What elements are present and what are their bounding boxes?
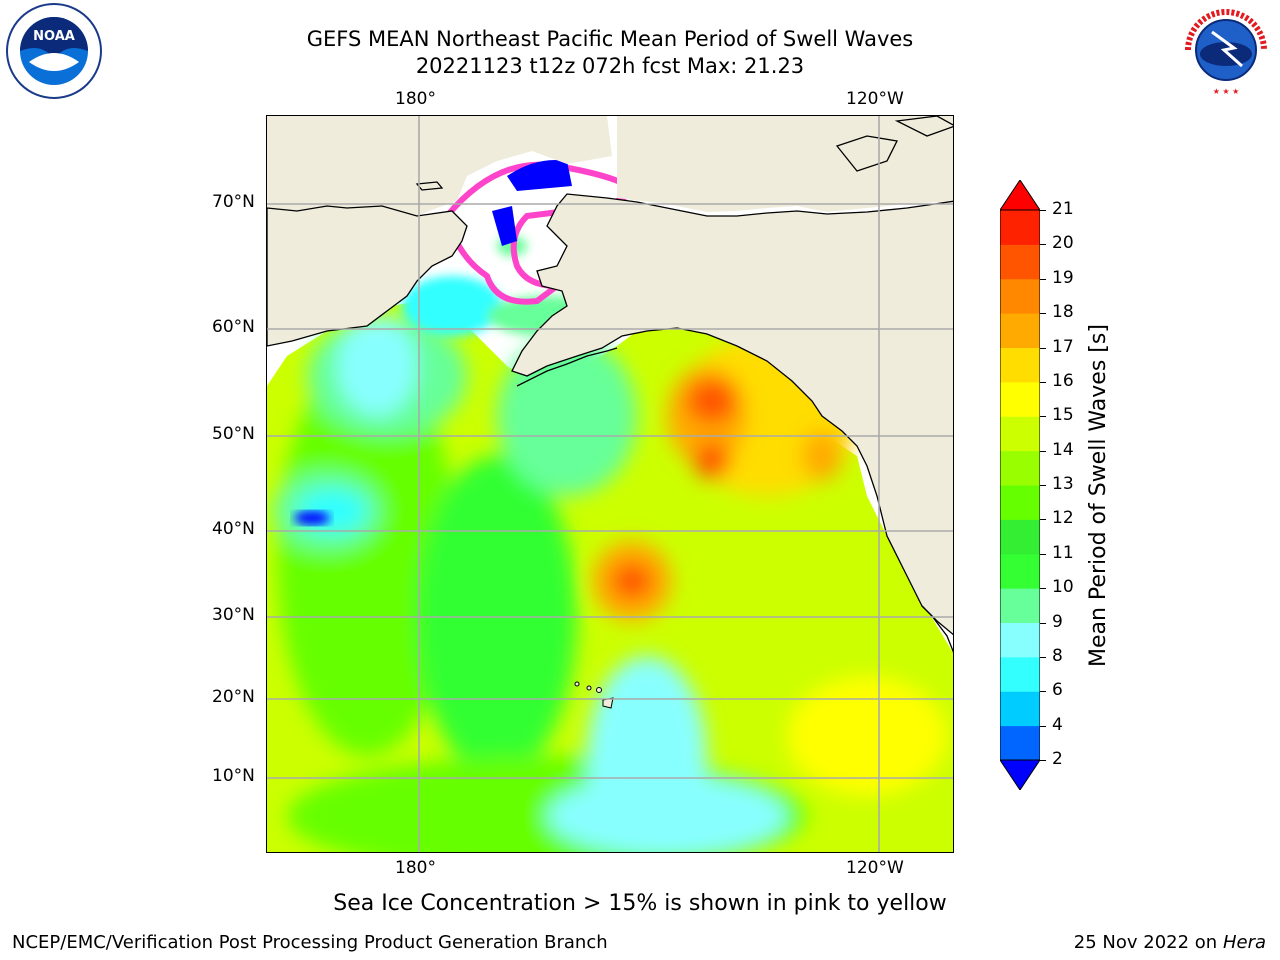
colorbar-tick-label: 8: [1052, 645, 1063, 666]
colorbar-tick-label: 13: [1052, 474, 1074, 494]
colorbar-band: [1000, 691, 1040, 727]
colorbar-band: [1000, 656, 1040, 692]
colorbar-tick-mark: [1040, 381, 1046, 383]
colorbar-tick-label: 20: [1052, 233, 1074, 254]
colorbar-tick-label: 19: [1052, 267, 1074, 288]
colorbar-tick-mark: [1040, 210, 1046, 211]
lat-label-40n: 40°N: [212, 519, 255, 539]
colorbar-band: [1000, 553, 1040, 589]
colorbar-tick-mark: [1040, 278, 1046, 280]
svg-text:NOAA: NOAA: [33, 29, 75, 44]
colorbar-tick-label: 11: [1052, 542, 1074, 563]
colorbar-tick-mark: [1040, 244, 1046, 246]
colorbar-ticks: 2 4 6 8 9 10 11 12 13 14 15 16 17 18 19 20 21: [1040, 180, 1112, 790]
colorbar-band: [1000, 347, 1040, 383]
footer-credit: NCEP/EMC/Verification Post Processing Pr…: [12, 932, 608, 953]
sea-ice-caption: Sea Ice Concentration > 15% is shown in …: [333, 891, 947, 916]
colorbar-tick-mark: [1040, 588, 1046, 590]
graticule: [267, 116, 953, 852]
lat-label-50n: 50°N: [212, 424, 255, 444]
noaa-logo: NOAA: [5, 2, 103, 100]
colorbar-tick-label: 16: [1052, 370, 1074, 391]
colorbar-tick-mark: [1040, 691, 1046, 693]
colorbar-tick-label: 4: [1052, 714, 1063, 735]
colorbar-tick-label: 18: [1052, 302, 1074, 323]
lat-label-70n: 70°N: [212, 192, 255, 212]
colorbar-band: [1000, 381, 1040, 417]
map-subtitle: 20221123 t12z 072h fcst Max: 21.23: [415, 54, 805, 78]
footer-date-text: 25 Nov 2022 on: [1073, 932, 1218, 953]
lat-label-10n: 10°N: [212, 766, 255, 786]
colorbar-tick-label: 12: [1052, 508, 1074, 529]
colorbar-band: [1000, 313, 1040, 348]
colorbar-tick-label: 15: [1052, 405, 1074, 426]
land-areas: [267, 116, 953, 653]
colorbar-tick-label: 10: [1052, 577, 1074, 598]
colorbar-tick-mark: [1040, 760, 1046, 761]
footer-date: 25 Nov 2022 on Hera: [1074, 932, 1266, 953]
map-title: GEFS MEAN Northeast Pacific Mean Period …: [306, 27, 914, 51]
colorbar-tick-mark: [1040, 622, 1046, 624]
lon-label-180-top: 180°: [395, 89, 436, 109]
colorbar-tick-label: 17: [1052, 336, 1074, 357]
colorbar-band: [1000, 485, 1040, 520]
colorbar-tick-mark: [1040, 313, 1046, 315]
colorbar-tick-mark: [1040, 519, 1046, 521]
colorbar-band: [1000, 210, 1040, 245]
colorbar-band: [1000, 622, 1040, 658]
colorbar-max-extend: [999, 179, 1041, 211]
swell-period-field: [267, 116, 953, 852]
colorbar-band: [1000, 450, 1040, 486]
colorbar-band: [1000, 725, 1040, 761]
colorbar-label: Mean Period of Swell Waves [s]: [1086, 324, 1111, 667]
colorbar-tick-mark: [1040, 725, 1046, 727]
colorbar-tick-label: 2: [1052, 749, 1063, 769]
colorbar-min-extend: [999, 759, 1041, 791]
colorbar-band: [1000, 244, 1040, 280]
colorbar-tick-mark: [1040, 553, 1046, 555]
colorbar: [999, 179, 1041, 791]
colorbar-band: [1000, 519, 1040, 555]
colorbar-tick-label: 14: [1052, 439, 1074, 460]
colorbar-tick-mark: [1040, 416, 1046, 418]
lon-label-120w-top: 120°W: [846, 89, 904, 109]
colorbar-tick-mark: [1040, 347, 1046, 349]
footer-host: Hera: [1222, 932, 1266, 953]
map-panel: [266, 115, 954, 853]
svg-text:★ ★ ★: ★ ★ ★: [1213, 87, 1240, 96]
lon-label-180-bottom: 180°: [395, 858, 436, 878]
colorbar-tick-mark: [1040, 656, 1046, 658]
nws-logo: ★ ★ ★: [1176, 2, 1276, 98]
lon-label-120w-bottom: 120°W: [846, 858, 904, 878]
colorbar-band: [1000, 278, 1040, 314]
colorbar-tick-label: 21: [1052, 199, 1074, 219]
colorbar-tick-label: 9: [1052, 611, 1063, 632]
lat-label-20n: 20°N: [212, 687, 255, 707]
colorbar-band: [1000, 588, 1040, 623]
lat-label-60n: 60°N: [212, 317, 255, 337]
lat-label-30n: 30°N: [212, 605, 255, 625]
colorbar-tick-mark: [1040, 485, 1046, 486]
colorbar-tick-mark: [1040, 450, 1046, 452]
colorbar-band: [1000, 416, 1040, 452]
colorbar-tick-label: 6: [1052, 680, 1063, 701]
